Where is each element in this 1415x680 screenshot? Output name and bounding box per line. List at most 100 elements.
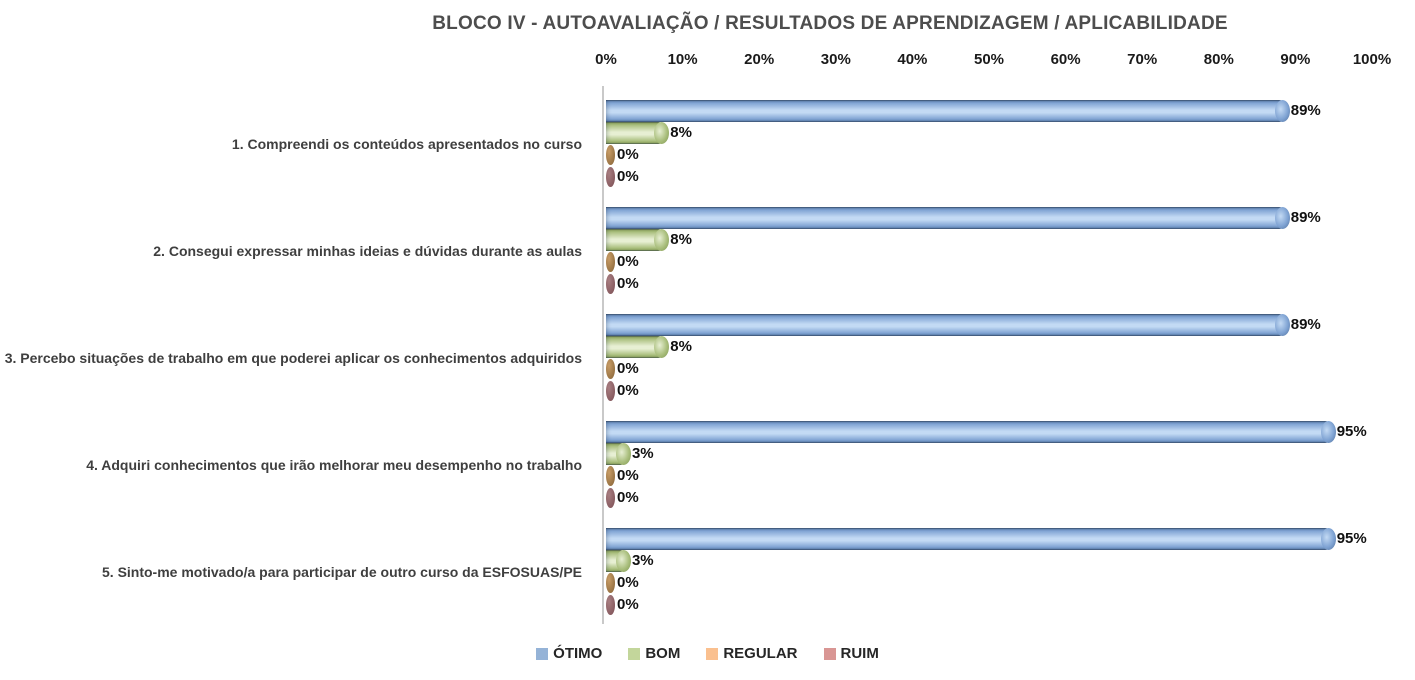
value-label: 89% — [1290, 316, 1321, 333]
value-label: 3% — [631, 552, 654, 569]
value-label: 8% — [670, 124, 692, 141]
value-label: 0% — [617, 489, 639, 506]
bar-row-regular: 0% — [606, 572, 1372, 594]
x-axis-tick-label: 10% — [667, 51, 698, 68]
bar-regular-zero — [606, 252, 615, 272]
x-axis-tick-label: 20% — [744, 51, 775, 68]
bar-ruim-zero — [606, 381, 615, 401]
bar-regular-zero — [606, 573, 615, 593]
bar-ruim-zero — [606, 167, 615, 187]
value-label: 0% — [617, 146, 639, 163]
bar-cap — [1320, 421, 1336, 443]
bar-row-otimo: 89% — [606, 100, 1372, 122]
bar-bom — [606, 122, 670, 144]
bar-otimo — [606, 207, 1290, 229]
category-label: 4. Adquiri conhecimentos que irão melhor… — [86, 457, 582, 473]
value-label: 8% — [670, 231, 692, 248]
legend-swatch-ruim — [823, 647, 836, 660]
bar-row-otimo: 95% — [606, 528, 1372, 550]
value-label: 0% — [617, 168, 639, 185]
bar-regular-zero — [606, 359, 615, 379]
x-axis-tick-label: 100% — [1352, 51, 1392, 68]
bar-bom — [606, 443, 631, 465]
legend-swatch-regular — [706, 647, 719, 660]
value-label: 0% — [617, 253, 639, 270]
value-label: 0% — [617, 360, 639, 377]
legend-label: RUIM — [840, 645, 879, 662]
bar-row-bom: 3% — [606, 443, 1372, 465]
bar-row-regular: 0% — [606, 144, 1372, 166]
category-label: 1. Compreendi os conteúdos apresentados … — [231, 136, 582, 152]
legend-item-ruim: RUIM — [823, 645, 879, 662]
x-axis-tick-label: 40% — [897, 51, 928, 68]
x-axis: 0% 10% 20% 30% 40% 50% 60% 70% 80% 90% 100% — [595, 51, 1391, 69]
value-label: 0% — [617, 382, 639, 399]
bar-otimo — [606, 421, 1336, 443]
bar-cap — [615, 443, 631, 465]
bar-row-bom: 8% — [606, 122, 1372, 144]
bar-row-bom: 8% — [606, 229, 1372, 251]
x-axis-tick-label: 70% — [1127, 51, 1158, 68]
legend-swatch-otimo — [536, 647, 549, 660]
bar-otimo — [606, 100, 1290, 122]
bar-row-otimo: 95% — [606, 421, 1372, 443]
bar-cap — [1274, 207, 1290, 229]
legend-label: BOM — [645, 645, 681, 662]
bar-bom — [606, 550, 631, 572]
value-label: 3% — [631, 445, 654, 462]
bar-ruim-zero — [606, 488, 615, 508]
value-label: 89% — [1290, 102, 1321, 119]
bar-row-bom: 3% — [606, 550, 1372, 572]
bar-row-otimo: 89% — [606, 207, 1372, 229]
x-axis-tick-label: 80% — [1203, 51, 1234, 68]
bar-row-otimo: 89% — [606, 314, 1372, 336]
bar-bom — [606, 229, 670, 251]
bar-row-bom: 8% — [606, 336, 1372, 358]
bar-regular-zero — [606, 145, 615, 165]
bar-cap — [1320, 528, 1336, 550]
category-axis-line — [602, 86, 604, 624]
value-label: 8% — [670, 338, 692, 355]
legend-label: REGULAR — [723, 645, 798, 662]
value-label: 0% — [617, 596, 639, 613]
bar-row-regular: 0% — [606, 251, 1372, 273]
legend-swatch-bom — [628, 647, 641, 660]
x-axis-tick-label: 0% — [595, 51, 617, 68]
value-label: 95% — [1336, 530, 1367, 547]
chart-title: BLOCO IV - AUTOAVALIAÇÃO / RESULTADOS DE… — [432, 13, 1228, 34]
bar-ruim-zero — [606, 595, 615, 615]
bar-cap — [654, 229, 670, 251]
value-label: 0% — [617, 467, 639, 484]
bar-row-regular: 0% — [606, 358, 1372, 380]
bar-row-ruim: 0% — [606, 487, 1372, 509]
x-axis-tick-label: 90% — [1280, 51, 1311, 68]
bar-row-ruim: 0% — [606, 166, 1372, 188]
x-axis-tick-label: 30% — [820, 51, 851, 68]
category-column: 1. Compreendi os conteúdos apresentados … — [0, 90, 594, 630]
bar-row-regular: 0% — [606, 465, 1372, 487]
legend-item-bom: BOM — [628, 645, 680, 662]
bar-row-ruim: 0% — [606, 594, 1372, 616]
legend-item-regular: REGULAR — [706, 645, 798, 662]
plot-area: 89% 8% 0% 0% 89% 8% 0% 0% 89% 8% 0% 0% 95% 3% 0% 0% 95% 3… — [606, 90, 1372, 630]
value-label: 95% — [1336, 423, 1367, 440]
bar-row-ruim: 0% — [606, 273, 1372, 295]
value-label: 0% — [617, 574, 639, 591]
bar-cap — [1274, 100, 1290, 122]
bar-cap — [654, 336, 670, 358]
legend-item-otimo: ÓTIMO — [536, 645, 602, 662]
bar-regular-zero — [606, 466, 615, 486]
legend-label: ÓTIMO — [553, 645, 603, 662]
x-axis-tick-label: 50% — [973, 51, 1005, 68]
bar-bom — [606, 336, 670, 358]
bar-otimo — [606, 314, 1290, 336]
category-label: 2. Consegui expressar minhas ideias e dú… — [153, 243, 582, 259]
category-label: 3. Percebo situações de trabalho em que … — [4, 350, 582, 366]
legend: ÓTIMO BOM REGULAR RUIM — [0, 645, 1415, 662]
bar-ruim-zero — [606, 274, 615, 294]
x-axis-tick-label: 60% — [1050, 51, 1081, 68]
bar-cap — [1274, 314, 1290, 336]
bar-row-ruim: 0% — [606, 380, 1372, 402]
value-label: 89% — [1290, 209, 1321, 226]
